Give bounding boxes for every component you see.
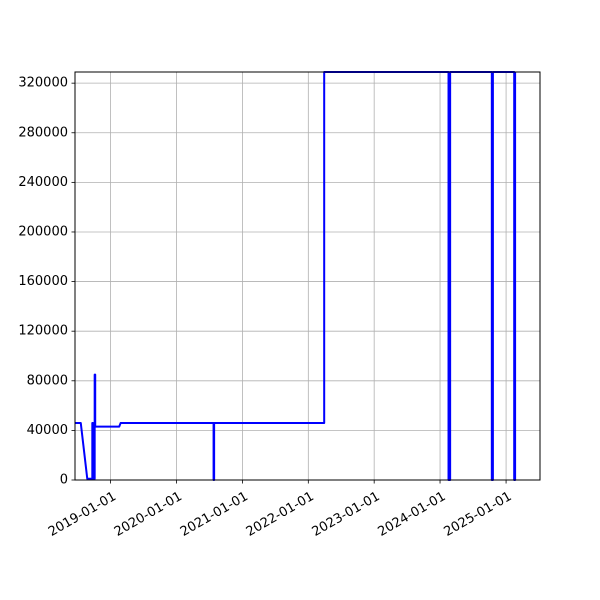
x-tick-label: 2020-01-01: [112, 489, 185, 540]
y-tick-label: 0: [60, 473, 68, 488]
grid-layer: [75, 72, 540, 481]
x-tick-label: 2019-01-01: [46, 489, 119, 540]
x-tick-label: 2024-01-01: [375, 489, 448, 540]
series-line: [75, 71, 517, 481]
x-tick-label: 2025-01-01: [442, 489, 515, 540]
x-tick-label: 2023-01-01: [310, 489, 383, 540]
y-tick-label: 40000: [27, 423, 68, 438]
y-tick-label: 80000: [27, 373, 68, 388]
y-tick-label: 120000: [18, 324, 68, 339]
y-tick-label: 240000: [18, 175, 68, 190]
y-tick-label: 200000: [18, 224, 68, 239]
x-tick-label: 2022-01-01: [244, 489, 317, 540]
series-layer: [75, 71, 517, 481]
plot-frame: [74, 71, 541, 481]
x-tick-label: 2021-01-01: [178, 489, 251, 540]
y-tick-label: 320000: [18, 76, 68, 91]
y-tick-label: 160000: [18, 274, 68, 289]
y-tick-label: 280000: [18, 125, 68, 140]
